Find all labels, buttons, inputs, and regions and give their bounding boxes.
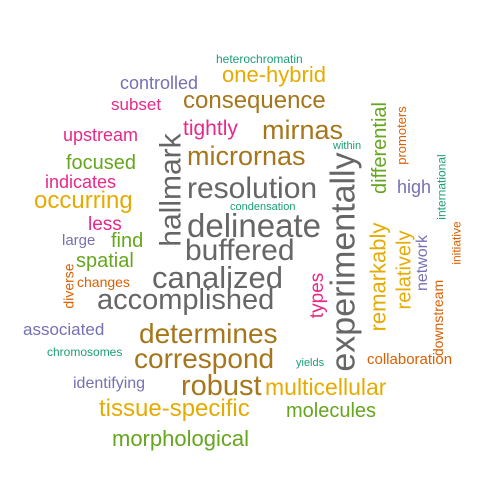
word-tightly: tightly: [183, 117, 238, 140]
word-within: within: [333, 140, 362, 152]
word-micrornas: micrornas: [187, 141, 306, 171]
word-canalized: canalized: [152, 260, 283, 295]
word-downstream: downstream: [430, 279, 447, 357]
word-differential: differential: [368, 102, 391, 194]
word-high: high: [397, 177, 432, 197]
word-find: find: [111, 230, 144, 252]
word-buffered: buffered: [185, 234, 295, 267]
word-large: large: [62, 232, 96, 249]
word-heterochromatin: heterochromatin: [216, 52, 303, 66]
word-focused: focused: [66, 152, 137, 174]
word-multicellular: multicellular: [265, 374, 387, 400]
word-hallmark: hallmark: [154, 133, 188, 247]
word-upstream: upstream: [63, 125, 139, 145]
word-molecules: molecules: [286, 400, 377, 422]
word-morphological: morphological: [112, 426, 249, 451]
word-yields: yields: [296, 357, 325, 369]
word-one-hybrid: one-hybrid: [222, 62, 326, 87]
word-tissue-specific: tissue-specific: [99, 395, 250, 422]
word-collaboration: collaboration: [367, 351, 453, 368]
word-identifying: identifying: [73, 375, 146, 392]
word-promoters: promoters: [393, 105, 409, 165]
word-condensation: condensation: [230, 201, 296, 213]
word-controlled: controlled: [120, 73, 199, 93]
word-network: network: [414, 234, 432, 292]
word-correspond: correspond: [134, 343, 275, 374]
word-initiative: initiative: [449, 221, 464, 265]
word-resolution: resolution: [187, 172, 318, 205]
word-chromosomes: chromosomes: [47, 345, 123, 359]
word-indicates: indicates: [45, 172, 117, 192]
word-delineate: delineate: [187, 207, 321, 244]
word-accomplished: accomplished: [97, 284, 275, 316]
word-changes: changes: [77, 274, 130, 290]
word-international: international: [434, 154, 449, 220]
word-subset: subset: [111, 95, 162, 114]
word-remarkably: remarkably: [364, 222, 390, 332]
word-relatively: relatively: [392, 230, 415, 310]
word-associated: associated: [23, 320, 105, 339]
word-types: types: [306, 272, 328, 318]
word-consequence: consequence: [183, 87, 326, 114]
word-robust: robust: [181, 370, 262, 402]
word-experimentally: experimentally: [324, 152, 363, 372]
word-less: less: [88, 214, 122, 235]
word-spatial: spatial: [76, 250, 134, 272]
word-diverse: diverse: [60, 263, 77, 309]
word-occurring: occurring: [34, 187, 133, 214]
word-mirnas: mirnas: [262, 115, 344, 145]
word-determines: determines: [139, 318, 278, 349]
